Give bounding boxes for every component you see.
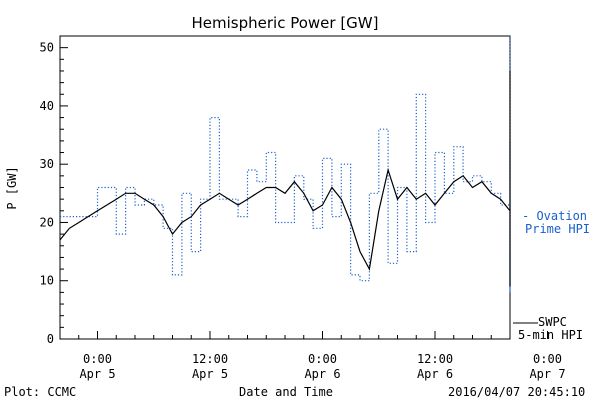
legend-ovation-line2: Prime HPI bbox=[525, 222, 590, 236]
legend-swpc-line1: SWPC bbox=[538, 315, 567, 329]
y-tick-label: 50 bbox=[40, 41, 54, 55]
series-layer bbox=[59, 36, 511, 293]
x-tick-date: Apr 5 bbox=[192, 367, 228, 381]
series-ovation-prime-line bbox=[60, 36, 511, 293]
x-tick-date: Apr 5 bbox=[79, 367, 115, 381]
x-tick-time: 12:00 bbox=[417, 352, 453, 366]
x-tick-time: 0:00 bbox=[83, 352, 112, 366]
legend-ovation-line1: - Ovation bbox=[522, 209, 587, 223]
y-tick-label: 0 bbox=[47, 332, 54, 346]
x-axis-label: Date and Time bbox=[239, 385, 333, 399]
y-tick-label: 40 bbox=[40, 99, 54, 113]
chart-title: Hemispheric Power [GW] bbox=[192, 14, 379, 32]
y-tick-label: 20 bbox=[40, 215, 54, 229]
x-tick-date: Apr 6 bbox=[417, 367, 453, 381]
y-axis-label: P [GW] bbox=[5, 166, 19, 209]
x-tick-time: 0:00 bbox=[308, 352, 337, 366]
legend-swpc-line2: 5-min HPI bbox=[518, 328, 583, 342]
y-tick-label: 10 bbox=[40, 274, 54, 288]
y-axis: 0 10 20 30 40 50 bbox=[40, 41, 68, 346]
x-tick-date: Apr 7 bbox=[529, 367, 565, 381]
series-swpc-line bbox=[59, 71, 511, 287]
footer-right: 2016/04/07 20:45:10 bbox=[448, 385, 585, 399]
footer-left: Plot: CCMC bbox=[4, 385, 76, 399]
x-tick-time: 12:00 bbox=[192, 352, 228, 366]
x-tick-date: Apr 6 bbox=[304, 367, 340, 381]
x-tick-time: 0:00 bbox=[533, 352, 562, 366]
y-tick-label: 30 bbox=[40, 157, 54, 171]
